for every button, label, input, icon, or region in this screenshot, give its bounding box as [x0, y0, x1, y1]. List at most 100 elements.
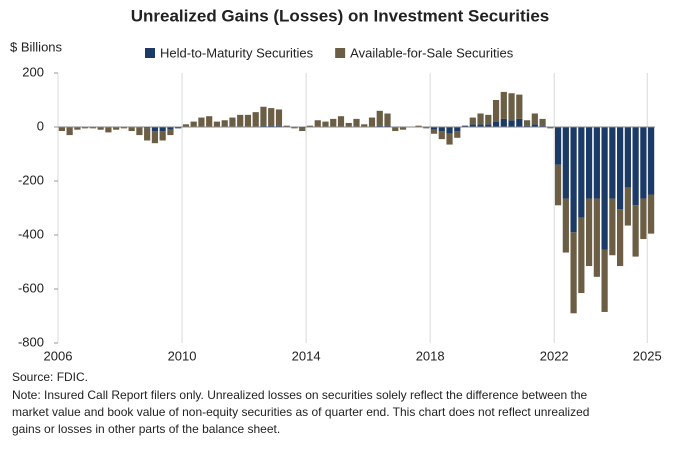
bar [562, 127, 569, 199]
bar [477, 124, 484, 127]
bar [446, 133, 453, 145]
bar [159, 127, 166, 132]
bar [609, 127, 616, 199]
bar [136, 127, 143, 136]
y-tick-label: 200 [22, 64, 44, 79]
bar [632, 127, 639, 206]
bar [58, 127, 65, 132]
bar [151, 127, 159, 132]
bar [648, 194, 655, 234]
bar [539, 118, 546, 126]
bar [105, 127, 112, 133]
bar [523, 120, 531, 126]
bar [461, 125, 469, 127]
bar [167, 127, 174, 130]
bar [182, 124, 190, 127]
bar [570, 127, 577, 233]
bar [260, 125, 267, 127]
x-tick-label: 2010 [168, 348, 197, 363]
bar [252, 112, 259, 127]
bar [175, 127, 182, 129]
bar [554, 127, 562, 165]
bar [82, 127, 89, 129]
bar [306, 125, 314, 127]
bar [229, 117, 236, 127]
bar [237, 114, 244, 127]
bar [446, 127, 453, 134]
bar [601, 249, 608, 312]
bar [632, 205, 639, 257]
bar [624, 127, 631, 188]
bar [361, 124, 368, 127]
bar [291, 127, 298, 129]
bar [337, 116, 345, 127]
y-tick-label: -400 [18, 226, 44, 241]
bar [353, 118, 360, 127]
source: Source: FDIC. [12, 370, 88, 384]
y-tick-label: -800 [18, 334, 44, 349]
bar [213, 121, 221, 127]
bar [322, 121, 329, 127]
bar [593, 127, 600, 199]
legend-swatch [335, 48, 346, 58]
bar [531, 113, 538, 125]
bar [128, 127, 135, 132]
bar [345, 122, 352, 127]
bar [578, 217, 585, 294]
bar [516, 118, 523, 127]
bar [314, 120, 321, 127]
bar [167, 129, 174, 136]
x-tick-label: 2006 [44, 348, 73, 363]
bar [593, 198, 600, 277]
bar [198, 117, 205, 127]
bar [151, 131, 159, 144]
bar [120, 127, 128, 129]
bar [492, 121, 500, 127]
bar [640, 198, 647, 240]
note-line: Note: Insured Call Report filers only. U… [12, 388, 588, 402]
x-tick-label: 2018 [416, 348, 445, 363]
bar [283, 125, 290, 127]
bar [485, 124, 492, 127]
bar [554, 164, 562, 206]
bar [562, 198, 569, 253]
legend-label: Held-to-Maturity Securities [160, 45, 314, 60]
bar [299, 128, 306, 132]
bar [454, 131, 461, 138]
bar [547, 127, 554, 129]
bar [430, 127, 438, 130]
bar [516, 94, 523, 119]
bar [523, 125, 531, 127]
y-axis-label: $ Billions [10, 39, 63, 54]
bar [454, 127, 461, 132]
bar [492, 100, 500, 122]
bar [368, 117, 376, 127]
bar [268, 125, 275, 127]
bar [97, 127, 104, 130]
bar [190, 121, 197, 127]
bar [275, 125, 283, 127]
bar [260, 106, 267, 126]
bar [268, 108, 275, 126]
bar [617, 209, 624, 267]
bar [66, 127, 73, 136]
bar [299, 127, 306, 129]
x-tick-label: 2025 [633, 348, 662, 363]
bar [531, 124, 538, 127]
y-tick-label: 0 [37, 118, 44, 133]
bar [477, 113, 484, 125]
note-line: gains or losses in other parts of the ba… [12, 422, 280, 436]
bar [144, 127, 151, 129]
legend-label: Available-for-Sale Securities [350, 45, 514, 60]
bar [617, 127, 624, 210]
bar [500, 91, 507, 119]
bar [585, 127, 593, 199]
bar [384, 125, 391, 127]
bar [469, 117, 476, 125]
bar [485, 114, 492, 125]
bar [89, 127, 96, 129]
bar [206, 116, 213, 127]
bar [330, 118, 337, 127]
bar [508, 120, 515, 127]
bar [275, 109, 283, 126]
